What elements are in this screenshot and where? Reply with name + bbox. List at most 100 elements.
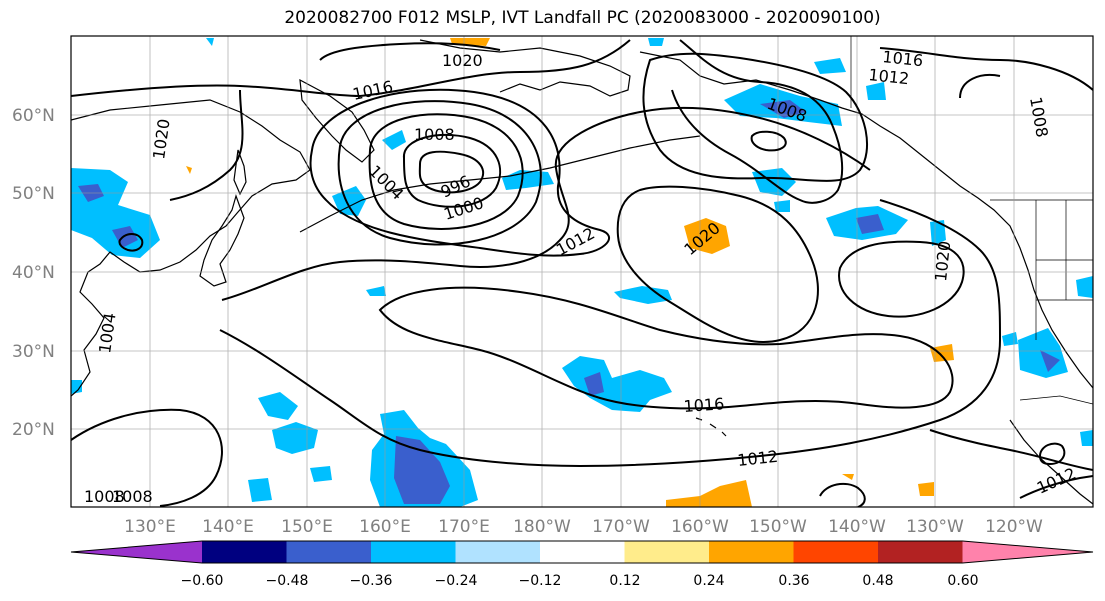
ivt-region [562,356,672,412]
lon-label: 140°W [828,517,886,537]
ivt-region [382,130,406,150]
coastline-hawaii [695,417,727,437]
ivt-region [186,166,192,174]
ivt-region [258,392,298,420]
isobar-label: 1020 [931,240,954,282]
colorbar-swatch [709,541,794,563]
mslp-isobars [71,39,1093,507]
colorbar-tick-label: −0.48 [266,573,309,589]
coastline-chukotka [419,39,631,97]
lat-axis: 60°N 50°N 40°N 30°N 20°N [12,106,55,440]
isobar [309,88,611,257]
colorbar-swatch [455,541,541,563]
isobar-label: 1020 [442,51,483,70]
ivt-region [856,214,884,234]
lon-label: 120°W [985,517,1043,537]
ivt-region [332,186,366,216]
border-us-mexico [1019,395,1093,405]
colorbar-outline [70,540,1094,564]
lat-label: 60°N [12,106,55,126]
ivt-region [272,422,318,454]
lat-label: 40°N [12,263,55,283]
isobar [959,74,1001,99]
lat-label: 20°N [12,420,55,440]
colorbar-swatch [878,541,963,563]
colorbar-extend-low [71,541,202,563]
coastline-aleutians [299,135,701,233]
isobar [378,286,954,410]
lon-label: 180°W [513,517,571,537]
isobar [169,89,244,201]
isobar [1038,442,1066,466]
isobar-label: 1012 [868,65,910,88]
colorbar-swatch [793,541,879,563]
map-title: 2020082700 F012 MSLP, IVT Landfall PC (2… [284,8,881,28]
lon-label: 140°E [202,517,254,537]
isobar-label: 1008 [84,487,125,506]
colorbar-ticks: −0.60 −0.48 −0.36 −0.24 −0.12 0.12 0.24 … [181,573,979,589]
colorbar: −0.60 −0.48 −0.36 −0.24 −0.12 0.12 0.24 … [70,540,1094,589]
colorbar-tick-label: 0.12 [609,573,640,589]
coastlines [71,39,1093,505]
lon-label: 130°E [124,517,176,537]
isobar [671,39,844,204]
coastline-mexico [1009,419,1093,505]
coastline-kamchatka [299,78,375,163]
ivt-region [1076,276,1093,298]
lon-label: 150°W [749,517,807,537]
colorbar-swatch [371,541,456,563]
isobar [402,134,501,208]
isobar [642,52,868,182]
ivt-region [648,38,664,46]
isobar [71,408,223,507]
isobar [71,39,631,98]
colorbar-tick-label: −0.24 [435,573,478,589]
isobar [418,150,485,194]
ivt-region [930,220,946,246]
ivt-region [310,466,332,482]
ivt-region [814,58,846,74]
isobar [118,233,144,252]
colorbar-swatches [70,540,1094,564]
political-borders [850,36,1093,405]
ivt-region [112,226,138,248]
colorbar-tick-label: −0.36 [350,573,393,589]
ivt-region [584,372,604,396]
ivt-positive-regions [186,38,954,507]
isobar [368,113,524,230]
colorbar-tick-label: 0.24 [693,573,724,589]
lon-label: 160°W [671,517,729,537]
colorbar-swatch [624,541,710,563]
map-frame [70,35,1094,508]
lon-label: 130°W [906,517,964,537]
colorbar-tick-label: 0.48 [862,573,893,589]
colorbar-tick-label: 0.36 [778,573,809,589]
ivt-region [394,436,450,504]
ivt-region [842,474,854,480]
ivt-region [248,478,272,502]
isobar-label: 1016 [882,47,924,70]
isobar [221,106,871,301]
ivt-region [1040,350,1060,372]
coastline-alaska [639,51,1093,389]
map-panel: 1020 1016 1012 1008 1004 1000 996 1020 1… [70,35,1094,508]
ivt-region [866,82,886,100]
isobar [1019,475,1093,499]
ivt-region [206,38,214,46]
ivt-region [684,218,730,254]
isobar-label: 1008 [112,487,153,506]
ivt-region [366,286,386,296]
ivt-region [71,380,82,394]
isobar [879,47,1093,91]
lon-axis: 130°E 140°E 150°E 160°E 170°E 180°W 170°… [124,517,1043,537]
colorbar-tick-label: 0.60 [947,573,978,589]
colorbar-swatch [540,541,625,563]
lon-label: 160°E [359,517,411,537]
colorbar-swatch [202,541,287,563]
ivt-region [760,100,806,118]
isobar [219,199,1002,468]
isobar [929,429,1093,471]
colorbar-swatch [286,541,372,563]
ivt-region [1080,430,1093,446]
